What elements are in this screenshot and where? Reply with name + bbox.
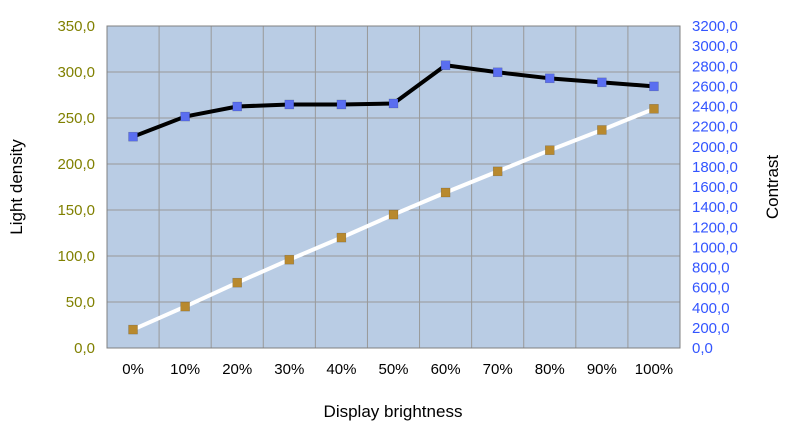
data-point [440,60,451,70]
right-tick-label: 1600,0 [692,179,738,196]
right-tick-label: 1800,0 [692,159,738,176]
x-tick-label: 90% [587,361,617,378]
right-tick-label: 0,0 [692,340,713,357]
x-axis-title: Display brightness [324,402,463,421]
right-tick-label: 2400,0 [692,99,738,116]
data-point [336,99,347,110]
right-tick-label: 3000,0 [692,38,738,55]
data-point [545,145,555,155]
right-tick-label: 2000,0 [692,139,738,156]
right-tick-label: 2200,0 [692,119,738,136]
x-tick-label: 30% [274,361,304,378]
data-point [232,277,242,288]
right-axis-ticks: 0,0 200,0 400,0 600,0 800,0 1000,0 1200,0 1400,… [692,18,738,357]
right-tick-label: 2600,0 [692,78,738,95]
x-tick-label: 40% [326,361,356,378]
plot-area [107,26,680,348]
data-point [180,111,190,122]
data-point [284,99,295,110]
left-tick-label: 350,0 [57,18,95,35]
data-point [232,101,242,112]
right-tick-label: 1400,0 [692,199,738,216]
x-tick-label: 100% [635,361,673,378]
right-tick-label: 3200,0 [692,18,738,35]
left-tick-label: 300,0 [57,64,95,81]
right-tick-label: 400,0 [692,300,730,317]
data-point [388,209,399,220]
x-tick-label: 50% [378,361,408,378]
left-tick-label: 150,0 [57,202,95,219]
left-tick-label: 0,0 [74,340,95,357]
right-tick-label: 1200,0 [692,219,738,236]
left-tick-label: 200,0 [57,156,95,173]
data-point [440,187,451,198]
data-point [284,254,295,265]
plot-border [106,25,681,349]
right-tick-label: 2800,0 [692,58,738,75]
data-point [336,232,347,243]
left-axis-ticks: 0,0 50,0 100,0 150,0 200,0 250,0 300,0 350,0 [57,18,95,357]
data-point [128,131,138,142]
x-tick-label: 80% [535,361,565,378]
series-layer [128,60,659,335]
data-point [597,125,607,135]
x-tick-label: 60% [431,361,461,378]
left-axis-title: Light density [7,139,26,235]
data-point [180,301,190,312]
gridlines [106,25,681,349]
right-tick-label: 200,0 [692,320,730,337]
left-tick-label: 250,0 [57,110,95,127]
data-point [649,81,659,92]
data-point [492,67,503,78]
x-tick-label: 20% [222,361,252,378]
data-point [649,104,659,114]
data-point [545,73,555,84]
right-tick-label: 800,0 [692,260,730,277]
data-point [128,324,138,335]
data-point [597,77,607,88]
data-point [492,166,503,177]
right-axis-title: Contrast [763,155,782,220]
left-tick-label: 100,0 [57,248,95,265]
x-axis-ticks: 0% 10% 20% 30% 40% 50% 60% 70% 80% 90% 100% [122,361,673,378]
x-tick-label: 70% [483,361,513,378]
right-tick-label: 1000,0 [692,239,738,256]
x-tick-label: 0% [122,361,144,378]
data-point [388,98,399,109]
x-tick-label: 10% [170,361,200,378]
right-tick-label: 600,0 [692,280,730,297]
left-tick-label: 50,0 [66,294,95,311]
